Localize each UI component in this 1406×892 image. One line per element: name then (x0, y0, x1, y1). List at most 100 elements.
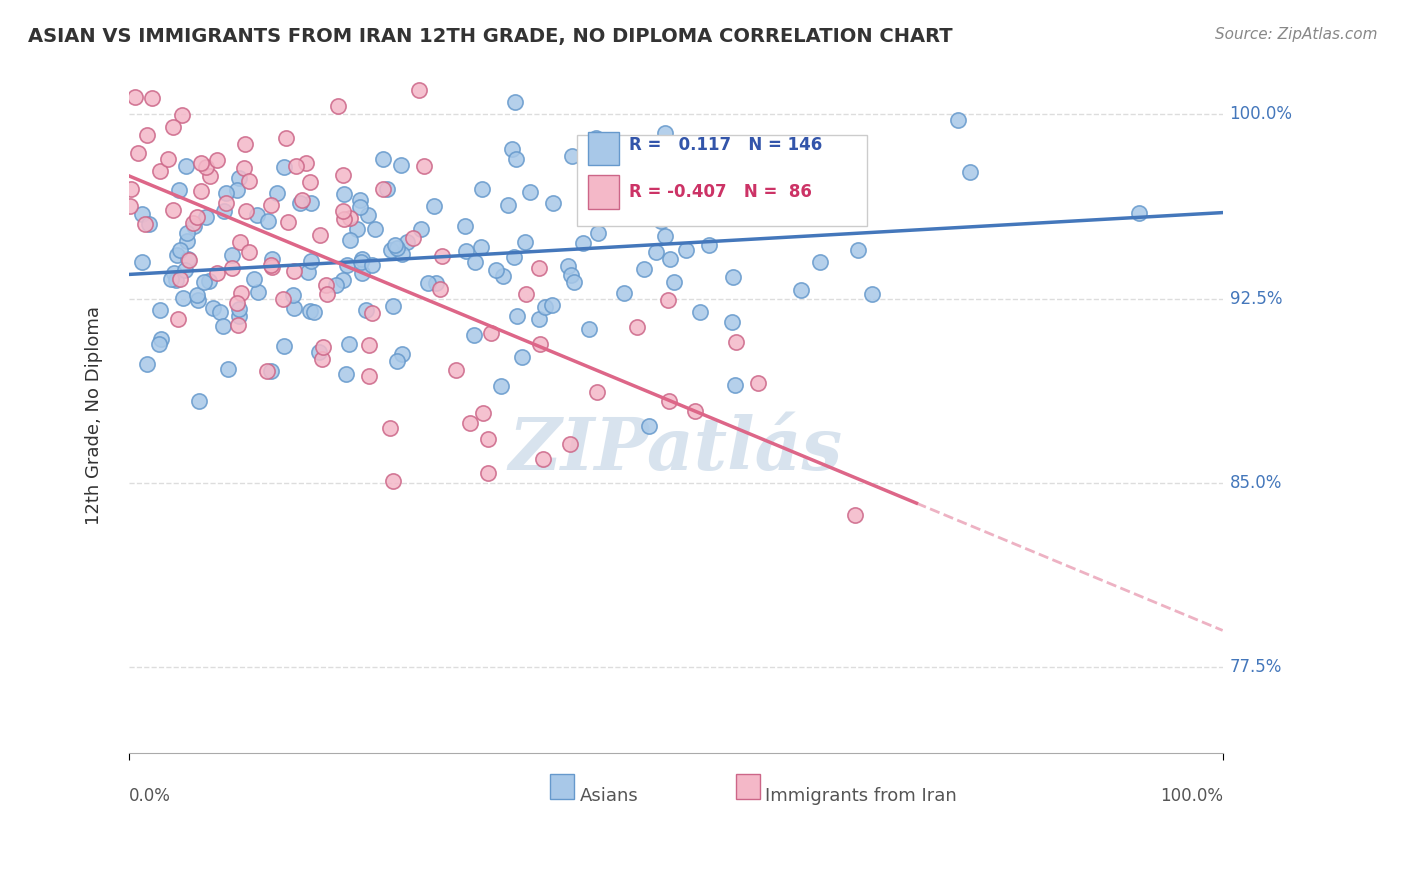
Point (295, 155, 318, 169)
Point (271, 292, 294, 306)
Point (226, 318, 249, 332)
Point (181, 216, 204, 230)
Point (808, 255, 831, 269)
Point (195, 160, 218, 174)
Point (149, 303, 172, 318)
Point (650, 214, 672, 228)
Point (332, 273, 354, 287)
Point (339, 337, 361, 351)
Point (402, 231, 425, 245)
Point (456, 244, 478, 258)
Point (519, 185, 541, 199)
Point (381, 474, 404, 488)
Point (335, 367, 357, 381)
Point (190, 184, 212, 198)
Text: R = -0.407   N =  86: R = -0.407 N = 86 (628, 184, 811, 202)
Point (346, 222, 368, 236)
Point (233, 161, 256, 175)
Point (277, 214, 299, 228)
Point (135, 358, 157, 372)
Point (678, 178, 700, 193)
Point (1128, 206, 1150, 220)
Point (492, 269, 515, 284)
Point (515, 286, 537, 301)
Point (479, 326, 502, 340)
Point (350, 266, 373, 280)
Point (357, 208, 380, 222)
Point (339, 233, 361, 247)
Point (260, 364, 283, 378)
Point (425, 276, 447, 290)
Point (299, 304, 322, 318)
Point (187, 393, 209, 408)
Point (382, 299, 405, 313)
Point (697, 237, 720, 252)
Point (212, 319, 235, 334)
Point (212, 203, 235, 218)
Text: 77.5%: 77.5% (1230, 658, 1282, 676)
Point (177, 252, 200, 267)
Point (141, 91, 163, 105)
Point (174, 262, 197, 277)
Point (657, 293, 679, 307)
Point (423, 199, 446, 213)
Point (273, 339, 295, 353)
Point (471, 406, 494, 420)
Point (531, 452, 554, 467)
Point (747, 376, 769, 390)
Point (361, 258, 384, 272)
Point (243, 272, 266, 286)
Point (138, 217, 160, 231)
Text: 100.0%: 100.0% (1230, 105, 1292, 123)
Point (503, 95, 526, 109)
Point (325, 278, 347, 293)
FancyBboxPatch shape (588, 176, 619, 210)
Point (371, 182, 394, 196)
Point (207, 153, 229, 168)
Point (391, 347, 413, 361)
Point (257, 213, 280, 227)
Point (429, 282, 451, 296)
Point (311, 352, 333, 367)
Point (170, 108, 193, 122)
Point (221, 260, 243, 275)
Point (127, 145, 149, 160)
Point (202, 301, 225, 315)
Point (561, 149, 583, 163)
Point (501, 142, 523, 156)
Point (652, 153, 675, 167)
Point (193, 275, 215, 289)
Point (724, 378, 747, 392)
Point (540, 297, 562, 311)
Point (148, 337, 170, 351)
FancyBboxPatch shape (735, 773, 761, 799)
Point (385, 241, 408, 255)
Text: Immigrants from Iran: Immigrants from Iran (765, 787, 957, 805)
Point (626, 320, 648, 334)
Point (238, 174, 260, 188)
Point (602, 151, 624, 165)
Point (266, 186, 288, 201)
Point (149, 164, 172, 178)
Point (464, 255, 486, 269)
Text: Source: ZipAtlas.com: Source: ZipAtlas.com (1215, 27, 1378, 42)
Point (228, 310, 250, 324)
FancyBboxPatch shape (550, 773, 574, 799)
Point (229, 235, 252, 249)
Point (658, 252, 681, 267)
Point (357, 338, 380, 352)
Point (588, 227, 610, 241)
Point (418, 276, 440, 290)
Point (477, 432, 499, 446)
Point (136, 128, 159, 143)
Point (186, 287, 208, 301)
Point (120, 182, 142, 196)
Point (496, 198, 519, 212)
Point (273, 160, 295, 174)
Point (156, 153, 179, 167)
Point (384, 238, 406, 252)
Point (391, 247, 413, 261)
Point (299, 195, 322, 210)
Point (195, 211, 218, 225)
Point (721, 314, 744, 328)
